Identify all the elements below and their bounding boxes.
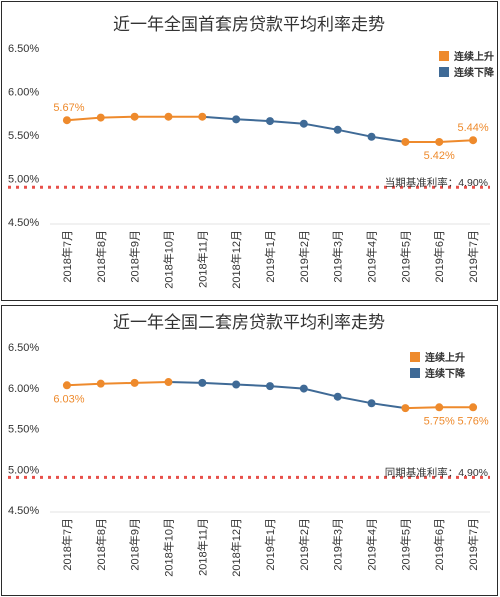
x-tick-label: 2019年5月: [398, 230, 412, 283]
data-point: [435, 137, 444, 146]
data-point: [401, 404, 410, 413]
x-tick-label: 2018年8月: [94, 230, 108, 283]
x-tick-label: 2019年3月: [331, 518, 345, 571]
x-tick-label: 2019年2月: [297, 230, 311, 283]
x-tick-label: 2019年6月: [432, 518, 446, 571]
legend-swatch: [410, 352, 420, 362]
legend-swatch: [439, 67, 449, 77]
data-point: [299, 119, 308, 128]
y-tick-label: 5.50%: [8, 130, 39, 142]
legend-swatch: [439, 51, 449, 61]
x-tick-label: 2018年12月: [229, 230, 243, 289]
x-tick-label: 2019年7月: [466, 230, 480, 283]
data-point: [266, 382, 274, 391]
x-tick-label: 2018年9月: [128, 518, 142, 571]
data-point: [232, 380, 241, 389]
legend-label: 连续下降: [425, 367, 466, 380]
x-tick-label: 2019年1月: [263, 230, 277, 283]
legend-label: 连续上升: [454, 50, 494, 63]
data-point: [198, 112, 207, 121]
x-tick-label: 2018年9月: [128, 230, 142, 283]
x-tick-label: 2018年12月: [229, 518, 243, 577]
y-tick-label: 4.50%: [8, 505, 39, 517]
data-point: [469, 403, 478, 412]
data-point: [333, 125, 342, 134]
x-tick-label: 2019年5月: [398, 518, 412, 571]
x-tick-label: 2019年4月: [365, 230, 379, 283]
data-point: [435, 403, 444, 412]
baseline-label: 当期基准利率：4.90%: [385, 176, 488, 189]
data-point: [266, 117, 274, 126]
data-point: [401, 137, 410, 146]
x-tick-label: 2018年11月: [195, 518, 209, 576]
data-point: [299, 384, 308, 393]
data-label: 5.67%: [53, 102, 84, 114]
x-tick-label: 2019年6月: [432, 230, 446, 283]
chart-panel-first-home: 近一年全国首套房贷款平均利率走势 6.50% 6.00% 5.50% 5.00% 4.50…: [1, 1, 498, 301]
data-point: [232, 115, 241, 124]
data-label: 5.44%: [457, 122, 488, 134]
data-label: 5.75%: [424, 415, 455, 427]
data-point: [164, 112, 173, 121]
series-line-falling: [168, 381, 406, 410]
data-point: [62, 116, 71, 125]
data-point: [333, 392, 342, 401]
data-label: 5.76%: [457, 415, 488, 427]
y-tick-label: 5.00%: [8, 174, 39, 186]
x-tick-label: 2018年7月: [60, 518, 74, 571]
y-tick-label: 5.00%: [8, 464, 39, 476]
data-point: [130, 378, 139, 387]
legend-label: 连续上升: [425, 351, 465, 364]
data-point: [469, 136, 478, 145]
x-tick-label: 2018年10月: [161, 230, 175, 289]
x-tick-label: 2019年4月: [365, 518, 379, 571]
y-tick-label: 6.50%: [8, 342, 39, 354]
baseline-label: 同期基准利率：4.90%: [385, 466, 488, 479]
y-tick-label: 6.00%: [8, 383, 39, 395]
chart-title: 近一年全国首套房贷款平均利率走势: [113, 15, 385, 34]
y-tick-label: 4.50%: [8, 217, 39, 229]
x-tick-label: 2018年7月: [60, 230, 74, 283]
x-tick-label: 2019年3月: [331, 230, 345, 283]
y-tick-label: 6.50%: [8, 43, 39, 55]
data-point: [130, 112, 139, 121]
chart-panel-second-home: 近一年全国二套房贷款平均利率走势 6.50% 6.00% 5.50% 5.00% 4.50…: [1, 305, 498, 596]
y-tick-label: 5.50%: [8, 424, 39, 436]
first-home-rate-chart: 近一年全国首套房贷款平均利率走势 6.50% 6.00% 5.50% 5.00% 4.50…: [8, 15, 495, 289]
chart-title: 近一年全国二套房贷款平均利率走势: [113, 313, 385, 332]
data-point: [367, 399, 376, 408]
data-label: 6.03%: [53, 393, 84, 405]
data-point: [96, 379, 105, 388]
data-point: [62, 381, 71, 390]
data-point: [164, 378, 173, 387]
data-point: [198, 378, 207, 387]
x-tick-label: 2019年2月: [297, 518, 311, 571]
x-tick-label: 2019年7月: [466, 518, 480, 571]
y-tick-label: 6.00%: [8, 87, 39, 99]
data-point: [96, 113, 105, 122]
data-point: [367, 132, 376, 141]
x-tick-label: 2018年10月: [161, 518, 175, 577]
x-tick-label: 2018年8月: [94, 518, 108, 571]
series-line-rising: [66, 381, 169, 387]
second-home-rate-chart: 近一年全国二套房贷款平均利率走势 6.50% 6.00% 5.50% 5.00% 4.50…: [8, 313, 490, 577]
legend-swatch: [410, 368, 420, 378]
data-label: 5.42%: [424, 150, 455, 162]
legend-label: 连续下降: [454, 66, 495, 79]
x-tick-label: 2018年11月: [195, 230, 209, 288]
x-tick-label: 2019年1月: [263, 518, 277, 571]
